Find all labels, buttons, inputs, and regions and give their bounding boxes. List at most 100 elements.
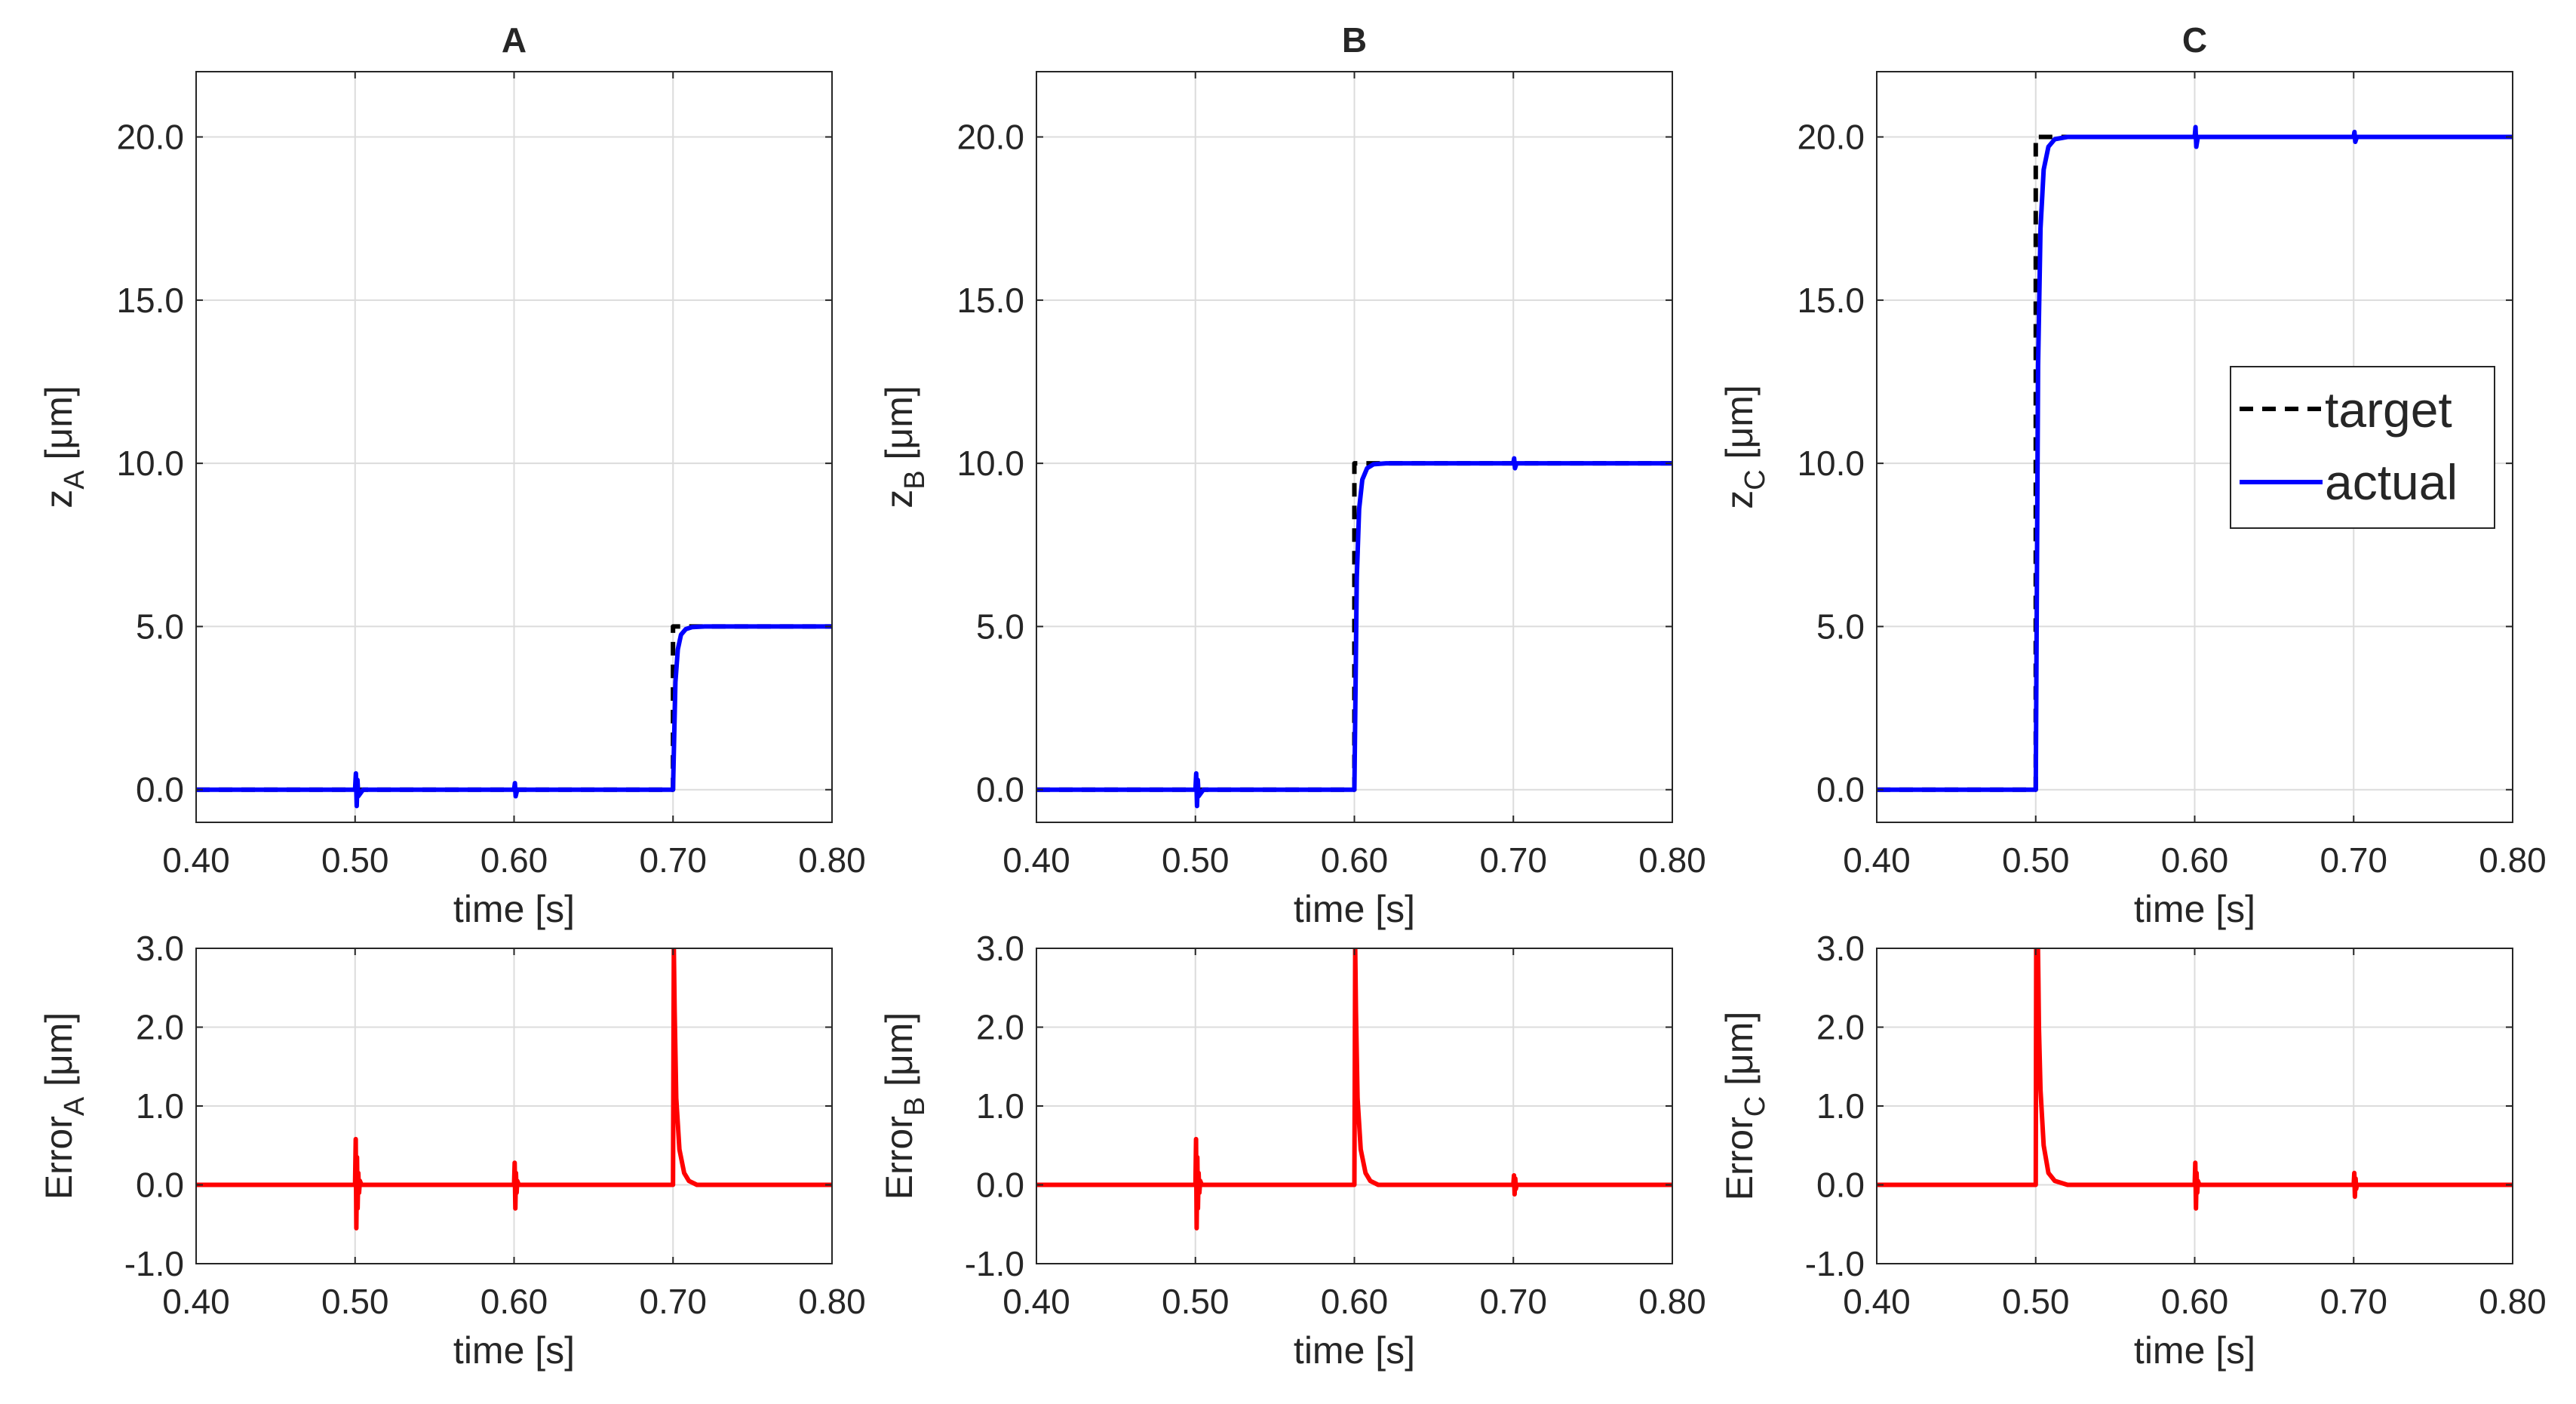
- series-group: [1877, 948, 2513, 1211]
- x-tick-label: 0.50: [2002, 1282, 2070, 1321]
- y-tick-label: 3.0: [136, 929, 184, 968]
- x-tick-label: 0.60: [481, 1282, 548, 1321]
- y-label-unit: [μm]: [38, 386, 80, 470]
- y-tick-label: 3.0: [1816, 929, 1865, 968]
- panel-B-bottom: 0.40 0.50 0.60 0.70 0.80 -1.0 0.0 1.0 2.0 3.0 time…: [878, 929, 1706, 1372]
- y-tick-label: 15.0: [956, 281, 1024, 320]
- series-group: [196, 624, 832, 809]
- y-axis-label: ErrorB [μm]: [878, 1012, 931, 1200]
- y-label-main: z: [38, 490, 80, 508]
- x-tick-label: 0.40: [162, 1282, 230, 1321]
- x-tick-label: 0.70: [639, 840, 707, 880]
- series-line-error: [1036, 948, 1672, 1230]
- series-line-actual: [196, 624, 832, 809]
- x-tick-label: 0.60: [1321, 1282, 1389, 1321]
- x-tick-label: 0.50: [1162, 840, 1230, 880]
- x-tick-label: 0.70: [2320, 840, 2387, 880]
- x-tick-label: 0.80: [798, 1282, 866, 1321]
- x-tick-label: 0.80: [798, 840, 866, 880]
- x-tick-label: 0.70: [639, 1282, 707, 1321]
- series-group: [196, 948, 832, 1230]
- y-tick-label: 0.0: [976, 1166, 1024, 1205]
- x-axis-label: time [s]: [2134, 1329, 2255, 1372]
- y-axis-label: ErrorC [μm]: [1718, 1012, 1771, 1201]
- y-tick-label: 1.0: [976, 1086, 1024, 1126]
- y-label-main: z: [878, 490, 920, 508]
- series-group: [1877, 124, 2513, 792]
- x-axis-label: time [s]: [2134, 888, 2255, 930]
- y-tick-label: 2.0: [1816, 1008, 1865, 1047]
- y-tick-label: -1.0: [1805, 1244, 1865, 1283]
- x-tick-label: 0.70: [2320, 1282, 2387, 1321]
- y-tick-label: 15.0: [1797, 281, 1865, 320]
- panel-title: B: [1342, 20, 1367, 60]
- y-label-subscript: B: [899, 470, 931, 489]
- x-axis-label: time [s]: [1294, 1329, 1415, 1372]
- x-tick-label: 0.50: [1162, 1282, 1230, 1321]
- y-tick-label: 0.0: [136, 1166, 184, 1205]
- panel-A-bottom: 0.40 0.50 0.60 0.70 0.80 -1.0 0.0 1.0 2.0 3.0 time…: [38, 929, 866, 1372]
- y-tick-label: 20.0: [116, 118, 184, 157]
- series-group: [1036, 456, 1672, 809]
- y-label-subscript: A: [59, 470, 91, 490]
- x-tick-label: 0.40: [162, 840, 230, 880]
- x-tick-label: 0.40: [1843, 840, 1911, 880]
- x-tick-label: 0.80: [2479, 840, 2547, 880]
- x-tick-label: 0.60: [2161, 1282, 2229, 1321]
- legend: target actual: [2230, 366, 2495, 529]
- panel-C-top: 0.40 0.50 0.60 0.70 0.80 0.0 5.0 10.0 15.0 20.0 ti…: [1718, 20, 2547, 930]
- panel-A-top: 0.40 0.50 0.60 0.70 0.80 0.0 5.0 10.0 15.0 20.0 ti…: [38, 20, 866, 930]
- y-tick-label: 20.0: [956, 118, 1024, 157]
- x-axis-label: time [s]: [453, 888, 575, 930]
- y-label-subscript: C: [1739, 1096, 1771, 1117]
- y-label-unit: [μm]: [878, 1012, 920, 1097]
- y-tick-label: 0.0: [1816, 770, 1865, 810]
- y-label-subscript: B: [899, 1097, 931, 1116]
- x-axis-label: time [s]: [453, 1329, 575, 1372]
- y-label-main: Error: [878, 1116, 920, 1200]
- x-tick-label: 0.40: [1843, 1282, 1911, 1321]
- x-tick-label: 0.60: [1321, 840, 1389, 880]
- y-label-main: Error: [38, 1116, 80, 1200]
- x-tick-label: 0.70: [1479, 840, 1547, 880]
- y-label-subscript: A: [59, 1096, 91, 1116]
- series-line-actual: [1877, 124, 2513, 792]
- panel-C-bottom: 0.40 0.50 0.60 0.70 0.80 -1.0 0.0 1.0 2.0 3.0 time…: [1718, 929, 2547, 1372]
- y-tick-label: 10.0: [116, 444, 184, 483]
- legend-target-label: target: [2325, 382, 2452, 438]
- legend-actual-label: actual: [2325, 454, 2458, 510]
- y-tick-label: 10.0: [956, 444, 1024, 483]
- y-tick-label: -1.0: [124, 1244, 184, 1283]
- y-label-subscript: C: [1739, 469, 1771, 490]
- panel-title: A: [502, 20, 527, 60]
- y-tick-label: 0.0: [1816, 1166, 1865, 1205]
- x-tick-label: 0.50: [321, 1282, 389, 1321]
- y-tick-label: 0.0: [136, 770, 184, 810]
- y-label-main: z: [1718, 490, 1761, 509]
- y-tick-label: 5.0: [976, 607, 1024, 646]
- y-label-unit: [μm]: [1718, 1012, 1761, 1096]
- x-tick-label: 0.60: [2161, 840, 2229, 880]
- y-label-unit: [μm]: [1718, 385, 1761, 469]
- y-tick-label: 3.0: [976, 929, 1024, 968]
- x-tick-label: 0.70: [1479, 1282, 1547, 1321]
- series-line-error: [1877, 948, 2513, 1211]
- x-tick-label: 0.60: [481, 840, 548, 880]
- y-tick-label: 20.0: [1797, 118, 1865, 157]
- series-line-actual: [1036, 456, 1672, 809]
- x-tick-label: 0.80: [2479, 1282, 2547, 1321]
- y-label-unit: [μm]: [38, 1012, 80, 1097]
- y-label-main: Error: [1718, 1117, 1761, 1200]
- y-tick-label: 15.0: [116, 281, 184, 320]
- y-tick-label: 1.0: [136, 1086, 184, 1126]
- series-line-error: [196, 948, 832, 1230]
- x-tick-label: 0.50: [2002, 840, 2070, 880]
- y-axis-label: zC [μm]: [1718, 385, 1771, 509]
- x-tick-label: 0.80: [1638, 1282, 1706, 1321]
- y-tick-label: 0.0: [976, 770, 1024, 810]
- panel-B-top: 0.40 0.50 0.60 0.70 0.80 0.0 5.0 10.0 15.0 20.0 ti…: [878, 20, 1706, 930]
- series-group: [1036, 948, 1672, 1230]
- x-tick-label: 0.40: [1002, 1282, 1070, 1321]
- y-tick-label: 10.0: [1797, 444, 1865, 483]
